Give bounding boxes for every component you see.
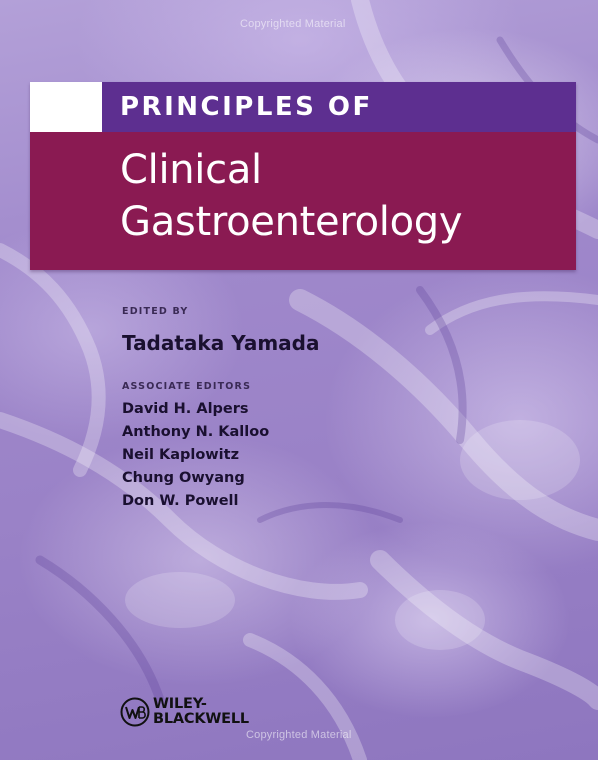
- publisher-name-line-1: WILEY-: [153, 696, 207, 712]
- wiley-wb-logo-icon: [120, 697, 150, 727]
- publisher-name: WILEY- BLACKWELL: [153, 697, 249, 727]
- edited-by-label: EDITED BY: [122, 306, 189, 317]
- copyright-watermark-top: Copyrighted Material: [240, 18, 346, 30]
- associate-editors-list: David H. Alpers Anthony N. Kalloo Neil K…: [122, 398, 319, 513]
- associate-editors-label: ASSOCIATE EDITORS: [122, 381, 252, 392]
- series-band: PRINCIPLES OF: [30, 82, 576, 132]
- publisher-name-line-2: BLACKWELL: [153, 711, 249, 727]
- main-title-line-1: Clinical: [120, 147, 262, 193]
- associate-editor: Anthony N. Kalloo: [122, 424, 270, 440]
- associate-editor: Chung Owyang: [122, 470, 245, 486]
- copyright-watermark-bottom: Copyrighted Material: [246, 729, 352, 741]
- main-title-line-2: Gastroenterology: [120, 199, 463, 245]
- publisher-logo: WILEY- BLACKWELL: [120, 697, 249, 727]
- white-accent-box: [30, 82, 102, 132]
- editors-section: EDITED BY Tadataka Yamada ASSOCIATE EDIT…: [122, 306, 319, 513]
- series-title: PRINCIPLES OF: [120, 92, 373, 122]
- title-block: PRINCIPLES OF Clinical Gastroenterology: [30, 82, 576, 270]
- associate-editor: Don W. Powell: [122, 493, 239, 509]
- editor-name: Tadataka Yamada: [122, 331, 320, 355]
- associate-editor: David H. Alpers: [122, 401, 249, 417]
- main-title-band: Clinical Gastroenterology: [30, 132, 576, 270]
- series-title-band: PRINCIPLES OF: [102, 82, 576, 132]
- associate-editor: Neil Kaplowitz: [122, 447, 240, 463]
